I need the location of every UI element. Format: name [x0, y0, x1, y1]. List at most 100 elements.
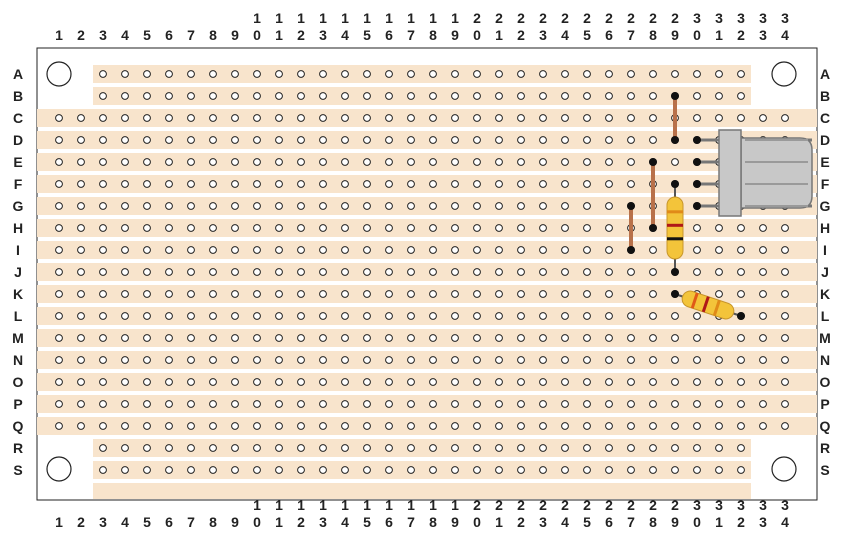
hole-R15 — [363, 444, 371, 452]
column-label-bottom-6: 6 — [165, 514, 173, 530]
components — [627, 92, 813, 320]
hole-A15 — [363, 70, 371, 78]
hole-Q14 — [341, 422, 349, 430]
hole-Q28 — [649, 422, 657, 430]
hole-A9 — [231, 70, 239, 78]
hole-Q21 — [495, 422, 503, 430]
hole-A17 — [407, 70, 415, 78]
hole-N15 — [363, 356, 371, 364]
hole-S5 — [143, 466, 151, 474]
hole-B18 — [429, 92, 437, 100]
strip-row-S — [93, 461, 751, 479]
hole-O10 — [253, 378, 261, 386]
hole-N12 — [297, 356, 305, 364]
hole-O14 — [341, 378, 349, 386]
hole-S19 — [451, 466, 459, 474]
hole-K27 — [627, 290, 635, 298]
hole-Q5 — [143, 422, 151, 430]
hole-C22 — [517, 114, 525, 122]
hole-R32 — [737, 444, 745, 452]
hole-P2 — [77, 400, 85, 408]
row-label-right-D: D — [820, 132, 830, 148]
hole-K26 — [605, 290, 613, 298]
hole-L16 — [385, 312, 393, 320]
row-label-right-N: N — [820, 352, 830, 368]
hole-L33 — [759, 312, 767, 320]
hole-M17 — [407, 334, 415, 342]
hole-K20 — [473, 290, 481, 298]
hole-R20 — [473, 444, 481, 452]
row-label-left-A: A — [13, 66, 23, 82]
hole-R4 — [121, 444, 129, 452]
hole-G12 — [297, 202, 305, 210]
hole-N28 — [649, 356, 657, 364]
hole-I18 — [429, 246, 437, 254]
hole-D6 — [165, 136, 173, 144]
hole-K8 — [209, 290, 217, 298]
hole-M25 — [583, 334, 591, 342]
hole-D1 — [55, 136, 63, 144]
hole-J13 — [319, 268, 327, 276]
hole-K34 — [781, 290, 789, 298]
hole-A24 — [561, 70, 569, 78]
column-label-bottom-1: 1 — [55, 514, 63, 530]
hole-K24 — [561, 290, 569, 298]
hole-C28 — [649, 114, 657, 122]
hole-D4 — [121, 136, 129, 144]
hole-H2 — [77, 224, 85, 232]
hole-K3 — [99, 290, 107, 298]
column-label-bottom-5: 5 — [143, 514, 151, 530]
hole-C34 — [781, 114, 789, 122]
hole-G16 — [385, 202, 393, 210]
hole-Q7 — [187, 422, 195, 430]
column-label-bottom-8: 8 — [209, 514, 217, 530]
hole-B23 — [539, 92, 547, 100]
hole-F6 — [165, 180, 173, 188]
mounting-hole — [771, 456, 797, 482]
hole-D25 — [583, 136, 591, 144]
hole-P31 — [715, 400, 723, 408]
hole-H5 — [143, 224, 151, 232]
hole-P16 — [385, 400, 393, 408]
hole-N5 — [143, 356, 151, 364]
hole-H6 — [165, 224, 173, 232]
hole-F1 — [55, 180, 63, 188]
hole-J3 — [99, 268, 107, 276]
hole-J10 — [253, 268, 261, 276]
hole-E27 — [627, 158, 635, 166]
hole-Q10 — [253, 422, 261, 430]
hole-B16 — [385, 92, 393, 100]
hole-C31 — [715, 114, 723, 122]
hole-Q20 — [473, 422, 481, 430]
hole-S24 — [561, 466, 569, 474]
hole-S26 — [605, 466, 613, 474]
hole-L13 — [319, 312, 327, 320]
hole-N26 — [605, 356, 613, 364]
hole-G21 — [495, 202, 503, 210]
hole-J19 — [451, 268, 459, 276]
hole-F19 — [451, 180, 459, 188]
hole-H22 — [517, 224, 525, 232]
hole-C25 — [583, 114, 591, 122]
hole-O16 — [385, 378, 393, 386]
hole-J11 — [275, 268, 283, 276]
hole-G3 — [99, 202, 107, 210]
hole-J4 — [121, 268, 129, 276]
hole-G14 — [341, 202, 349, 210]
hole-E26 — [605, 158, 613, 166]
hole-G2 — [77, 202, 85, 210]
hole-E8 — [209, 158, 217, 166]
hole-G4 — [121, 202, 129, 210]
hole-C14 — [341, 114, 349, 122]
column-labels-bottom: 1 2 3 4 5 6 7 8 91 01 11 21 31 41 51 61 71 81 92 02 12 22 32 42… — [55, 497, 789, 530]
hole-H17 — [407, 224, 415, 232]
hole-C3 — [99, 114, 107, 122]
hole-R26 — [605, 444, 613, 452]
